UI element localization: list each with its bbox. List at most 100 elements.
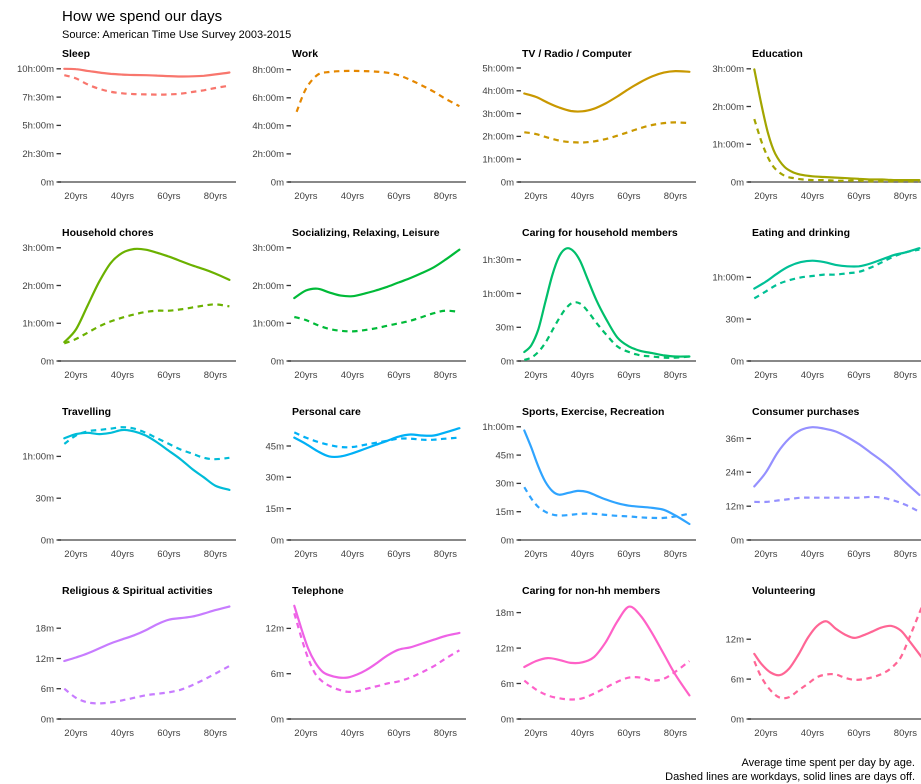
y-tick-label: 15m bbox=[266, 504, 285, 515]
y-tick-label: 8h:00m bbox=[252, 65, 284, 76]
x-tick-label: 40yrs bbox=[341, 549, 364, 560]
chart-title: TV / Radio / Computer bbox=[468, 48, 698, 62]
y-tick-label: 18m bbox=[496, 608, 515, 619]
x-tick-label: 60yrs bbox=[847, 191, 870, 202]
series-solid bbox=[754, 621, 921, 675]
x-tick-label: 20yrs bbox=[294, 728, 317, 739]
y-tick-label: 1h:00m bbox=[252, 319, 284, 330]
y-tick-label: 18m bbox=[36, 624, 55, 635]
y-tick-label: 2h:00m bbox=[482, 132, 514, 143]
x-tick-label: 40yrs bbox=[111, 549, 134, 560]
x-tick-label: 80yrs bbox=[204, 191, 227, 202]
y-tick-label: 0m bbox=[41, 177, 54, 188]
y-tick-label: 1h:00m bbox=[22, 452, 54, 463]
footer-line-2: Dashed lines are workdays, solid lines a… bbox=[8, 771, 915, 784]
series-dashed bbox=[64, 75, 229, 94]
series-dashed bbox=[524, 487, 689, 518]
x-tick-label: 80yrs bbox=[664, 191, 687, 202]
x-tick-label: 40yrs bbox=[801, 191, 824, 202]
x-tick-label: 60yrs bbox=[387, 191, 410, 202]
y-tick-label: 1h:30m bbox=[482, 255, 514, 266]
x-tick-label: 20yrs bbox=[294, 191, 317, 202]
series-dashed bbox=[524, 302, 689, 360]
x-tick-label: 60yrs bbox=[847, 370, 870, 381]
y-tick-label: 24m bbox=[726, 468, 745, 479]
x-tick-label: 40yrs bbox=[341, 191, 364, 202]
y-tick-label: 10h:00m bbox=[17, 64, 54, 75]
chart-title: Sleep bbox=[8, 48, 238, 62]
x-tick-label: 40yrs bbox=[111, 728, 134, 739]
x-tick-label: 80yrs bbox=[664, 549, 687, 560]
x-tick-label: 60yrs bbox=[617, 191, 640, 202]
x-tick-label: 40yrs bbox=[801, 549, 824, 560]
x-tick-label: 60yrs bbox=[157, 549, 180, 560]
y-tick-label: 45m bbox=[266, 441, 285, 452]
y-tick-label: 3h:00m bbox=[252, 243, 284, 254]
y-tick-label: 0m bbox=[501, 714, 514, 725]
x-tick-label: 20yrs bbox=[524, 370, 547, 381]
y-tick-label: 0m bbox=[501, 177, 514, 188]
x-tick-label: 80yrs bbox=[664, 370, 687, 381]
x-tick-label: 80yrs bbox=[434, 191, 457, 202]
x-tick-label: 20yrs bbox=[64, 370, 87, 381]
x-tick-label: 80yrs bbox=[894, 728, 917, 739]
x-tick-label: 80yrs bbox=[204, 549, 227, 560]
series-dashed bbox=[754, 250, 919, 299]
y-tick-label: 30m bbox=[266, 473, 285, 484]
page-subtitle: Source: American Time Use Survey 2003-20… bbox=[62, 29, 921, 41]
y-tick-label: 0m bbox=[501, 356, 514, 367]
y-tick-label: 1h:00m bbox=[712, 140, 744, 151]
y-tick-label: 3h:00m bbox=[22, 243, 54, 254]
series-dashed bbox=[524, 122, 689, 142]
y-tick-label: 0m bbox=[731, 356, 744, 367]
x-tick-label: 40yrs bbox=[341, 728, 364, 739]
series-dashed bbox=[297, 71, 460, 112]
x-tick-label: 20yrs bbox=[294, 549, 317, 560]
series-dashed bbox=[754, 607, 921, 698]
y-tick-label: 30m bbox=[496, 323, 515, 334]
y-tick-label: 6m bbox=[41, 684, 54, 695]
x-tick-label: 60yrs bbox=[617, 549, 640, 560]
x-tick-label: 40yrs bbox=[571, 370, 594, 381]
x-tick-label: 60yrs bbox=[157, 370, 180, 381]
y-tick-label: 5h:00m bbox=[22, 121, 54, 132]
y-tick-label: 0m bbox=[41, 714, 54, 725]
series-solid bbox=[524, 431, 689, 525]
x-tick-label: 80yrs bbox=[894, 370, 917, 381]
y-tick-label: 0m bbox=[41, 356, 54, 367]
x-tick-label: 20yrs bbox=[64, 191, 87, 202]
y-tick-label: 4h:00m bbox=[252, 121, 284, 132]
x-tick-label: 80yrs bbox=[894, 549, 917, 560]
chart-title: Caring for non-hh members bbox=[468, 585, 698, 599]
series-dashed bbox=[64, 304, 229, 343]
y-tick-label: 0m bbox=[731, 535, 744, 546]
x-tick-label: 40yrs bbox=[801, 370, 824, 381]
x-tick-label: 60yrs bbox=[387, 549, 410, 560]
y-tick-label: 1h:00m bbox=[482, 289, 514, 300]
y-tick-label: 36m bbox=[726, 434, 745, 445]
series-dashed bbox=[754, 119, 919, 181]
series-dashed bbox=[524, 661, 689, 699]
chart-title: Consumer purchases bbox=[698, 406, 921, 420]
series-solid bbox=[294, 250, 459, 298]
y-tick-label: 3h:00m bbox=[712, 64, 744, 75]
y-tick-label: 6m bbox=[501, 679, 514, 690]
chart-title: Travelling bbox=[8, 406, 238, 420]
y-tick-label: 0m bbox=[501, 535, 514, 546]
x-tick-label: 60yrs bbox=[387, 728, 410, 739]
y-tick-label: 12m bbox=[496, 643, 515, 654]
series-dashed bbox=[754, 497, 919, 512]
